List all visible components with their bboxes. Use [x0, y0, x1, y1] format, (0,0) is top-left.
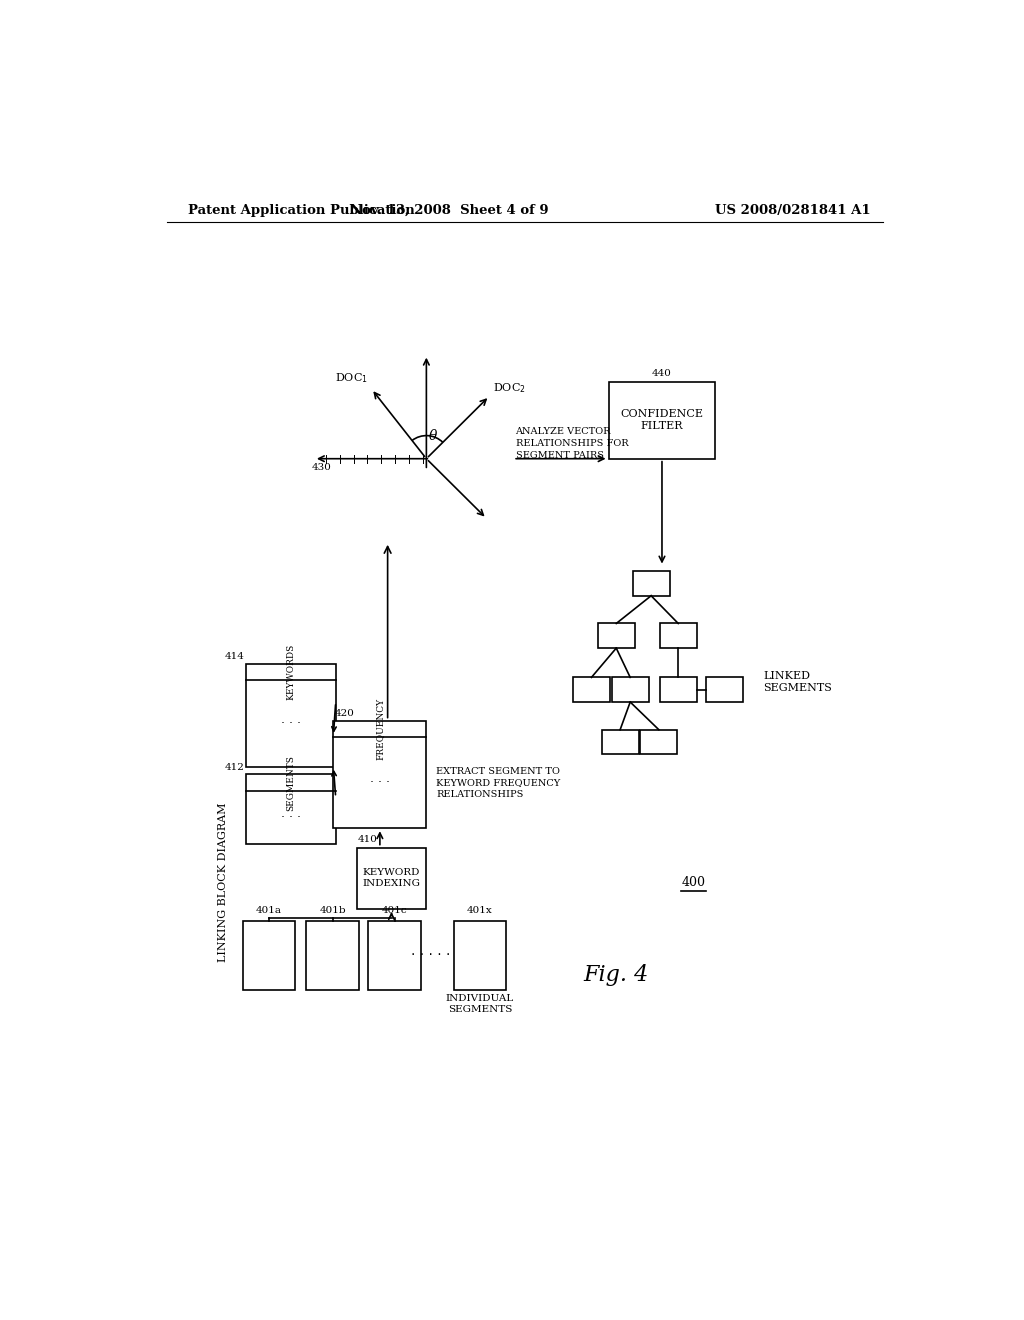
Text: · · ·: · · ·	[281, 810, 301, 824]
Text: 430: 430	[311, 463, 332, 473]
Text: INDIVIDUAL
SEGMENTS: INDIVIDUAL SEGMENTS	[445, 994, 514, 1014]
Bar	[243, 921, 295, 990]
Text: 400: 400	[682, 875, 706, 888]
Text: 414: 414	[224, 652, 245, 661]
Bar	[334, 721, 426, 829]
Text: EXTRACT SEGMENT TO
KEYWORD FREQUENCY
RELATIONSHIPS: EXTRACT SEGMENT TO KEYWORD FREQUENCY REL…	[436, 767, 561, 800]
Bar	[369, 921, 421, 990]
Text: DOC$_1$: DOC$_1$	[335, 371, 368, 385]
Bar	[608, 381, 716, 459]
Bar	[572, 677, 610, 702]
Bar	[659, 677, 697, 702]
Bar	[454, 921, 506, 990]
Text: KEYWORDS: KEYWORDS	[287, 644, 295, 700]
Text: · · · · ·: · · · · ·	[411, 948, 450, 962]
Text: KEYWORD
INDEXING: KEYWORD INDEXING	[362, 869, 421, 888]
Text: DOC$_2$: DOC$_2$	[494, 380, 526, 395]
Text: 401a: 401a	[256, 906, 282, 915]
Text: 401b: 401b	[319, 906, 346, 915]
Text: LINKING BLOCK DIAGRAM: LINKING BLOCK DIAGRAM	[217, 803, 227, 962]
Bar	[246, 775, 336, 843]
Bar	[601, 730, 639, 755]
Bar	[306, 921, 359, 990]
Text: 401x: 401x	[467, 906, 493, 915]
Bar	[640, 730, 678, 755]
Text: · · ·: · · ·	[370, 776, 390, 789]
Bar	[598, 623, 635, 648]
Text: · · ·: · · ·	[281, 717, 301, 730]
Text: Nov. 13, 2008  Sheet 4 of 9: Nov. 13, 2008 Sheet 4 of 9	[350, 205, 549, 218]
Text: FREQUENCY: FREQUENCY	[376, 698, 384, 760]
Text: 410: 410	[358, 836, 378, 845]
Bar	[246, 664, 336, 767]
Bar	[611, 677, 649, 702]
Text: 440: 440	[652, 368, 672, 378]
Text: θ: θ	[428, 429, 437, 442]
Text: CONFIDENCE
FILTER: CONFIDENCE FILTER	[621, 409, 703, 432]
Text: Fig. 4: Fig. 4	[584, 964, 649, 986]
Text: US 2008/0281841 A1: US 2008/0281841 A1	[715, 205, 870, 218]
Bar	[356, 847, 426, 909]
Bar	[707, 677, 743, 702]
Text: Patent Application Publication: Patent Application Publication	[188, 205, 415, 218]
Bar	[633, 572, 670, 595]
Text: 412: 412	[224, 763, 245, 772]
Text: 420: 420	[335, 709, 354, 718]
Text: 401c: 401c	[382, 906, 408, 915]
Text: ANALYZE VECTOR
RELATIONSHIPS FOR
SEGMENT PAIRS: ANALYZE VECTOR RELATIONSHIPS FOR SEGMENT…	[515, 426, 628, 459]
Text: LINKED
SEGMENTS: LINKED SEGMENTS	[764, 671, 833, 693]
Text: SEGMENTS: SEGMENTS	[287, 755, 295, 810]
Bar	[659, 623, 697, 648]
